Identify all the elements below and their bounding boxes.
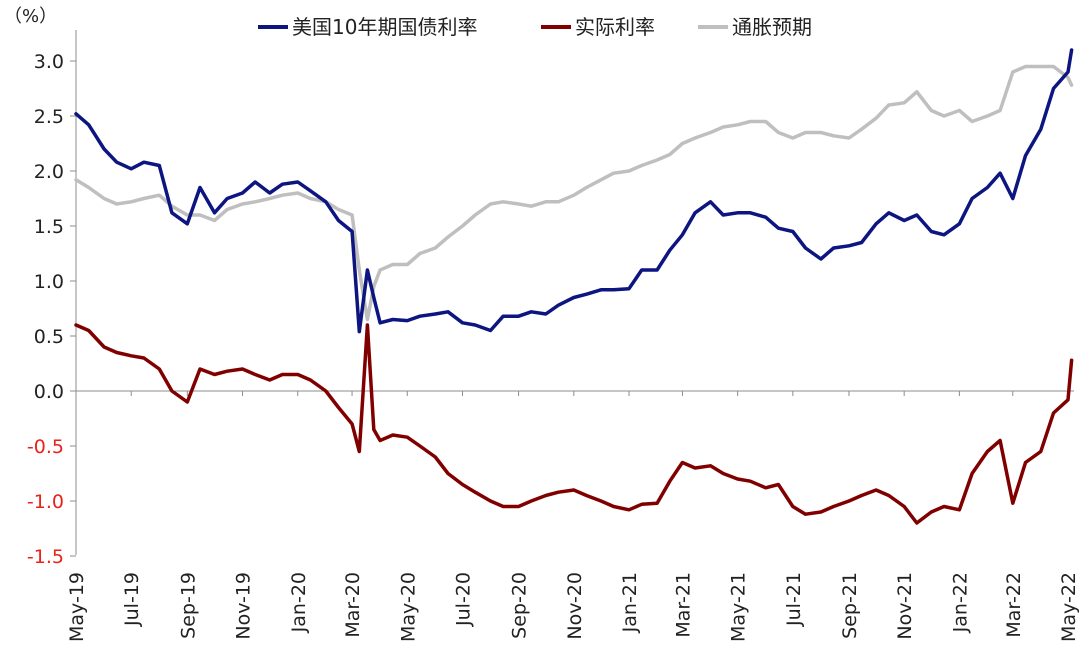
y-axis-unit-label: （%）	[4, 6, 57, 27]
y-tick-label: -0.5	[27, 436, 64, 458]
x-tick-label: Nov-20	[564, 572, 586, 640]
x-tick-label: Jan-21	[619, 572, 641, 633]
x-tick-label: Nov-19	[233, 572, 255, 640]
x-tick-label: Mar-20	[342, 572, 364, 638]
x-tick-label: Sep-19	[177, 572, 199, 639]
x-tick-label: Sep-21	[839, 572, 861, 639]
y-tick-label: 0.5	[34, 326, 64, 348]
series-line-2	[74, 64, 1074, 322]
y-tick-label: 2.0	[34, 161, 64, 183]
x-tick-label: May-19	[66, 572, 88, 642]
x-tick-label: Mar-22	[1003, 572, 1025, 638]
y-tick-label: 1.0	[34, 271, 64, 293]
series-line-1	[74, 323, 1074, 525]
x-tick-label: Mar-21	[672, 572, 694, 638]
x-tick-label: Nov-21	[894, 572, 916, 640]
y-tick-label: 2.5	[34, 106, 64, 128]
series-lines	[74, 48, 1074, 525]
x-tick-label: May-20	[397, 572, 419, 642]
x-tick-label: Jul-21	[783, 572, 805, 627]
y-tick-label: 3.0	[34, 51, 64, 73]
x-tick-label: Jul-19	[121, 572, 143, 627]
x-axis: May-19 Jul-19 Sep-19 Nov-19 Jan-20 Mar-20 May-…	[66, 390, 1080, 642]
y-tick-label: 0.0	[34, 381, 64, 403]
y-axis: 3.0 2.5 2.0 1.5 1.0 0.5 0.0 -0.5 -1.0 -1.5	[27, 30, 77, 568]
y-tick-label: 1.5	[34, 216, 64, 238]
legend-label-2: 通胀预期	[732, 15, 812, 39]
legend: 美国10年期国债利率 实际利率 通胀预期	[258, 15, 812, 39]
x-tick-label: Jan-22	[949, 572, 971, 633]
x-tick-label: Sep-20	[509, 572, 531, 639]
legend-label-0: 美国10年期国债利率	[292, 15, 477, 39]
y-tick-label: -1.0	[27, 491, 64, 513]
series-line-0	[74, 48, 1074, 334]
y-tick-label: -1.5	[27, 546, 64, 568]
x-tick-label: May-22	[1058, 572, 1080, 642]
x-tick-label: Jul-20	[452, 572, 474, 627]
x-tick-label: May-21	[728, 572, 750, 642]
x-tick-label: Jan-20	[288, 572, 310, 633]
legend-label-1: 实际利率	[575, 15, 655, 39]
